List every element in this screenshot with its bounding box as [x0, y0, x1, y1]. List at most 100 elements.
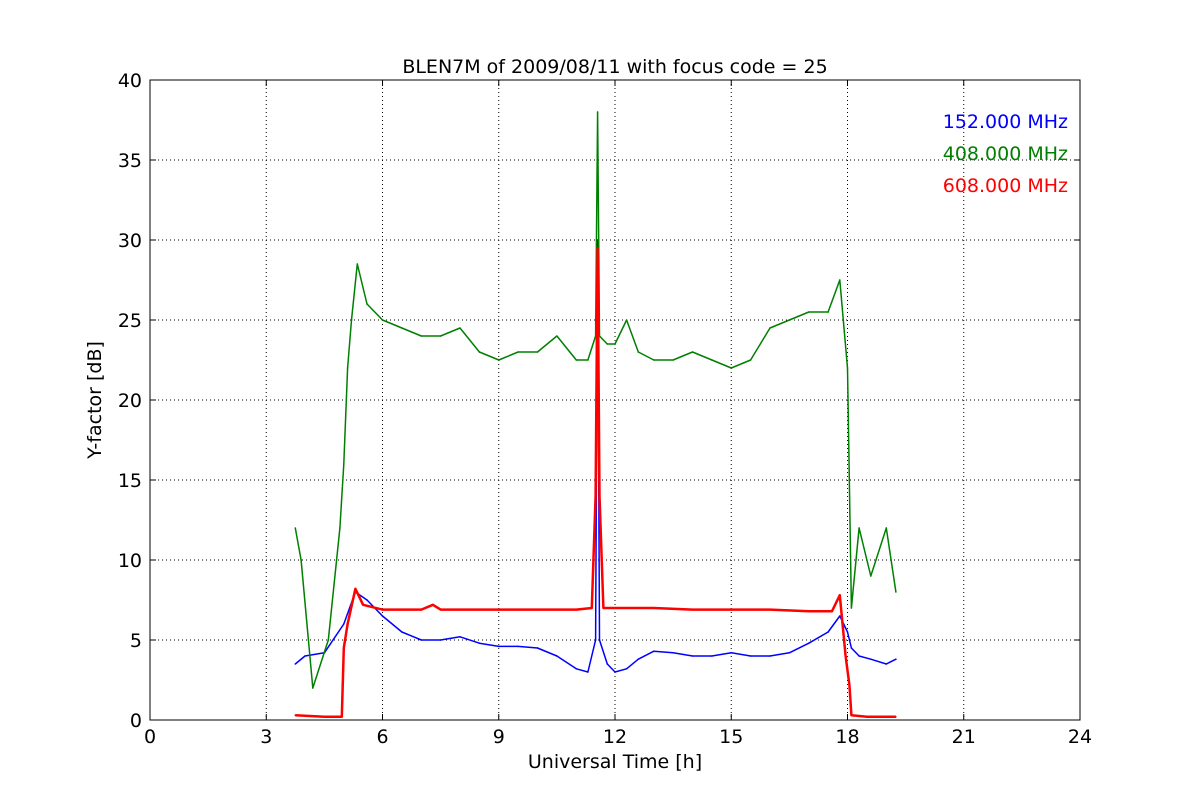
data-point	[350, 319, 353, 321]
legend: 152.000 MHz 408.000 MHz 608.000 MHz	[943, 111, 1068, 197]
data-point	[294, 527, 297, 529]
y-axis-label: Y-factor [dB]	[84, 341, 106, 460]
data-point	[614, 607, 616, 609]
legend-entry: 608.000 MHz	[943, 175, 1068, 197]
data-point	[808, 311, 810, 313]
data-point	[625, 319, 628, 321]
data-point	[294, 714, 297, 716]
y-tick-label: 0	[130, 710, 142, 732]
series-line-152-000	[294, 239, 897, 673]
data-point	[839, 279, 841, 281]
data-point	[381, 615, 384, 617]
data-point	[606, 663, 609, 665]
data-point	[848, 684, 851, 686]
data-point	[366, 303, 368, 305]
x-tick-label: 24	[1068, 726, 1092, 748]
legend-entry: 152.000 MHz	[943, 111, 1068, 133]
data-point	[362, 604, 364, 606]
x-tick-label: 0	[144, 726, 156, 748]
data-point	[498, 645, 500, 648]
data-point	[300, 559, 302, 561]
data-point	[556, 335, 558, 337]
data-point	[498, 608, 500, 611]
data-point	[895, 716, 897, 718]
data-point	[769, 327, 771, 329]
data-point	[895, 591, 897, 593]
x-tick-label: 21	[952, 726, 976, 748]
data-point	[341, 716, 343, 718]
data-point	[556, 655, 558, 657]
data-point	[885, 716, 888, 718]
data-point	[808, 610, 810, 612]
data-point	[788, 319, 791, 321]
data-point	[420, 608, 423, 611]
data-point	[866, 716, 868, 718]
data-point	[788, 652, 791, 654]
data-point	[354, 588, 357, 590]
data-point	[711, 359, 713, 361]
data-point	[749, 655, 752, 657]
data-point	[575, 359, 578, 361]
data-point	[850, 647, 853, 649]
data-point	[769, 608, 771, 611]
chart-title: BLEN7M of 2009/08/11 with focus code = 2…	[402, 56, 827, 78]
data-point	[637, 351, 640, 353]
data-point	[885, 663, 888, 665]
data-point	[343, 623, 345, 625]
data-point	[844, 655, 847, 657]
data-point	[420, 639, 423, 641]
data-point	[730, 608, 733, 611]
data-point	[870, 575, 872, 577]
data-point	[596, 247, 599, 249]
data-point	[850, 714, 853, 716]
data-point	[827, 311, 829, 313]
y-tick-label: 20	[118, 390, 142, 412]
data-point	[478, 351, 481, 353]
x-tick-label: 18	[835, 726, 859, 748]
data-point	[594, 495, 597, 497]
data-point	[439, 335, 442, 337]
data-point	[587, 671, 589, 673]
data-point	[439, 639, 442, 641]
data-point	[653, 359, 655, 361]
data-point	[587, 359, 589, 361]
data-point	[858, 527, 860, 529]
data-point	[517, 351, 519, 353]
data-point	[343, 647, 345, 649]
data-point	[769, 655, 771, 657]
data-point	[850, 607, 853, 609]
data-point	[439, 608, 442, 611]
data-point	[401, 327, 403, 329]
data-point	[711, 655, 713, 657]
data-point	[691, 655, 694, 657]
x-tick-label: 12	[603, 726, 627, 748]
data-point	[637, 658, 640, 660]
data-point	[839, 615, 841, 617]
data-point	[827, 631, 829, 633]
y-tick-label: 35	[118, 150, 142, 172]
data-point	[749, 359, 752, 361]
data-point	[432, 604, 434, 606]
data-point	[711, 608, 713, 611]
data-point	[672, 652, 674, 654]
data-point	[356, 263, 359, 265]
data-point	[366, 599, 368, 601]
series-line-408-000	[294, 111, 897, 689]
data-point	[346, 367, 349, 369]
data-point	[846, 631, 849, 633]
x-axis-label: Universal Time [h]	[528, 751, 702, 773]
data-point	[594, 639, 597, 641]
data-point	[346, 623, 349, 625]
data-point	[730, 652, 733, 654]
data-point	[625, 668, 628, 670]
y-tick-label: 10	[118, 550, 142, 572]
ticks: 0 3 6 9 12 15 18 21 24 0 5 10 15 20 25 30 35 40	[118, 70, 1092, 748]
data-point	[536, 647, 539, 649]
data-point	[459, 327, 461, 329]
data-point	[606, 343, 609, 345]
data-point	[691, 608, 694, 611]
data-point	[614, 671, 616, 673]
data-point	[381, 608, 384, 611]
data-point	[420, 335, 423, 337]
